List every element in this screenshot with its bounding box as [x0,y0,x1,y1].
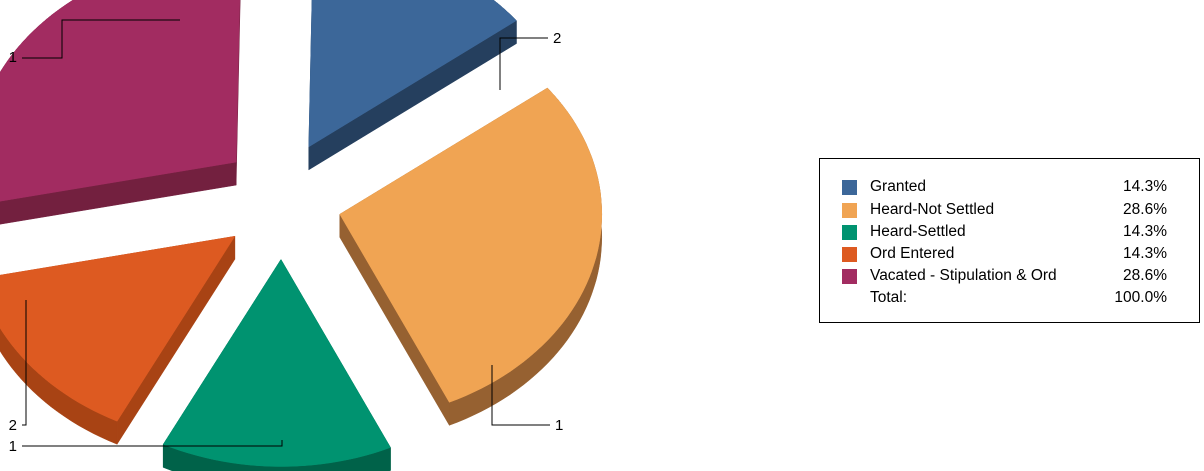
legend-total-percent: 100.0% [1114,289,1167,306]
legend: Granted 14.3% Heard-Not Settled 28.6% He… [819,158,1200,323]
pie-slice-heard-settled [162,259,391,467]
value-leader-line [22,19,180,59]
legend-row-total: Total: 100.0% [842,288,1167,308]
value-label: 1 [9,49,17,66]
legend-percent: 14.3% [1123,223,1167,240]
pie-slice-heard-not-settled [339,87,603,403]
value-leader-line [22,300,27,426]
legend-swatch [842,224,857,240]
legend-row-ord-entered: Ord Entered 14.3% [842,244,1167,264]
legend-percent: 14.3% [1123,178,1167,195]
legend-percent: 28.6% [1123,201,1167,218]
legend-row-heard-settled: Heard-Settled 14.3% [842,222,1167,242]
pie-labels-layer: 1 2 1 1 2 [9,19,563,455]
legend-row-heard-not-settled: Heard-Not Settled 28.6% [842,200,1167,220]
legend-swatch [842,202,857,218]
legend-row-granted: Granted 14.3% [842,177,1167,197]
pie-slice-ord-entered [0,235,236,422]
pie-slice-granted [308,0,517,148]
value-label: 2 [9,417,17,434]
legend-swatch [842,179,857,195]
legend-row-vacated: Vacated - Stipulation & Ord 28.6% [842,266,1167,286]
legend-name: Vacated - Stipulation & Ord [870,267,1057,284]
pie-slices-layer [0,0,603,467]
value-leader-line [22,440,283,447]
legend-total-label: Total: [870,289,908,306]
legend-swatch [842,246,857,262]
value-label: 1 [555,417,563,434]
legend-percent: 14.3% [1123,245,1167,262]
legend-percent: 28.6% [1123,267,1167,284]
legend-name: Granted [870,178,927,195]
legend-name: Ord Entered [870,245,955,262]
value-label: 1 [9,438,17,455]
legend-swatch [842,268,857,284]
legend-name: Heard-Settled [870,223,966,240]
value-leader-line [491,365,550,426]
legend-name: Heard-Not Settled [870,201,995,218]
value-leader-line [499,37,548,90]
legend-swatch-blank [842,291,857,306]
pie-slice-vacated-stipulation-ord [0,0,240,202]
pie-chart: 1 2 1 1 2 [0,0,603,471]
value-label: 2 [553,30,561,47]
